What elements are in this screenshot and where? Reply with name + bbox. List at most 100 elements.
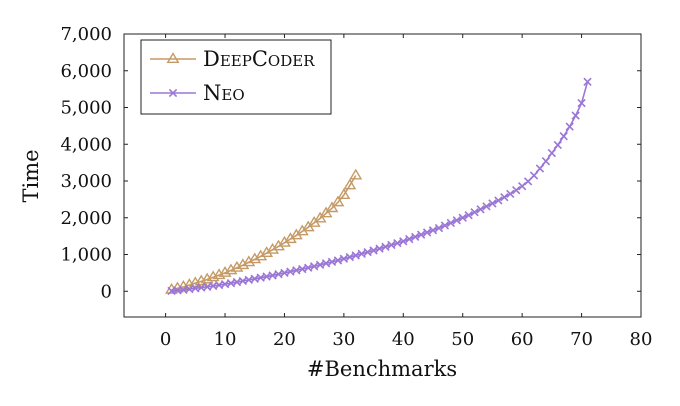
data-point-neo [434, 223, 444, 233]
y-tick-label: 1,000 [60, 245, 112, 266]
data-point-neo-stroke-b [167, 286, 176, 296]
legend-swatch-marker [166, 52, 180, 63]
data-point-neo-stroke-b [286, 267, 295, 276]
data-point-neo-stroke-b [268, 271, 277, 280]
data-point-neo-stroke-b [179, 285, 188, 294]
data-point-neo [292, 266, 301, 275]
data-point-neo-stroke-b [529, 171, 539, 180]
data-point-deepcoder [325, 201, 339, 213]
data-point-neo [428, 226, 438, 235]
data-point-neo [405, 234, 414, 244]
y-axis: 0 1,000 2,000 3,000 4,000 5,000 6,000 7,000 [60, 24, 641, 302]
data-point-neo [363, 247, 372, 257]
data-point-deepcoder [236, 258, 250, 270]
data-point-neo [375, 244, 384, 253]
x-tick-label: 10 [214, 329, 237, 350]
data-point-deepcoder [337, 188, 351, 199]
data-point-neo-stroke-b [327, 257, 337, 267]
data-point-neo-stroke-b [446, 218, 456, 228]
data-point-neo [304, 263, 313, 272]
data-point-neo-stroke-b [250, 274, 259, 283]
data-point-neo-stroke-b [309, 262, 319, 271]
data-point-neo-stroke-b [470, 208, 479, 217]
data-point-neo [541, 157, 551, 166]
data-point-neo-stroke-b [416, 230, 426, 239]
data-point-neo-stroke-b [488, 199, 497, 208]
data-point-neo-stroke-b [280, 268, 289, 278]
data-point-neo-stroke-b [345, 252, 354, 262]
data-point-neo-stroke-b [315, 260, 325, 269]
data-point-deepcoder [283, 232, 297, 244]
data-point-neo [577, 98, 586, 108]
data-point-neo-stroke-b [238, 276, 248, 286]
data-point-neo [535, 164, 545, 173]
data-point-neo [529, 171, 539, 180]
data-point-deepcoder [242, 255, 256, 267]
data-point-deepcoder [331, 195, 345, 207]
data-point-neo-stroke-b [321, 259, 331, 268]
data-point-neo [315, 260, 325, 269]
data-point-neo-stroke-b [185, 284, 194, 294]
data-point-neo-stroke-b [197, 283, 206, 292]
data-point-neo-stroke-b [547, 148, 557, 158]
legend-label-neo: NEO [203, 81, 245, 105]
data-point-neo-stroke-b [482, 202, 491, 211]
data-point-deepcoder [349, 168, 363, 180]
y-tick-label: 0 [101, 281, 112, 302]
legend-box [140, 39, 332, 115]
legend-label-part: EEP [220, 52, 252, 70]
series-deepcoder [165, 168, 363, 294]
data-point-neo [381, 242, 390, 251]
data-point-neo [274, 270, 283, 279]
data-point-neo [286, 267, 295, 276]
data-point-neo-stroke-b [357, 249, 366, 258]
data-point-neo [512, 186, 521, 195]
data-point-neo-stroke-b [339, 254, 349, 263]
data-point-neo-stroke-b [298, 264, 307, 274]
y-tick-label: 3,000 [60, 171, 112, 192]
x-tick-label: 80 [630, 329, 653, 350]
legend-entry-neo: NEO [150, 81, 245, 105]
x-axis: 0 10 20 30 40 50 60 70 80 [160, 34, 653, 350]
data-point-neo-stroke-b [333, 256, 343, 265]
data-point-neo-stroke-b [422, 228, 432, 237]
y-tick-label: 4,000 [60, 134, 112, 155]
data-point-neo-stroke-b [512, 186, 521, 195]
data-point-neo-stroke-b [500, 193, 509, 202]
data-point-neo-stroke-b [393, 238, 402, 248]
data-point-neo [488, 199, 497, 208]
data-point-neo-stroke-b [375, 244, 384, 253]
data-point-neo [559, 132, 568, 141]
data-point-neo-stroke-b [434, 223, 444, 233]
data-point-neo [339, 254, 349, 263]
data-point-neo [393, 238, 402, 248]
data-point-neo-stroke-b [363, 247, 372, 257]
data-point-neo [298, 264, 307, 274]
y-tick-label: 2,000 [60, 208, 112, 229]
data-point-deepcoder [343, 178, 357, 190]
x-tick-label: 40 [392, 329, 415, 350]
data-point-neo [583, 77, 592, 86]
data-point-neo-stroke-b [559, 132, 568, 141]
legend-label-part: EO [221, 86, 244, 104]
data-point-neo [482, 202, 491, 211]
data-point-neo [565, 122, 574, 131]
data-point-neo [387, 240, 396, 250]
data-point-deepcoder [254, 249, 268, 261]
data-point-neo [446, 218, 456, 228]
data-point-neo [547, 148, 557, 158]
data-point-neo-stroke-b [387, 240, 396, 250]
data-point-neo [333, 256, 343, 265]
data-point-neo [464, 211, 473, 220]
data-point-neo-stroke-b [517, 181, 527, 191]
x-tick-label: 60 [511, 329, 534, 350]
data-point-neo-stroke-b [369, 246, 378, 255]
data-point-neo-stroke-b [571, 111, 580, 120]
data-point-neo [327, 257, 337, 267]
data-point-neo-stroke-b [411, 232, 420, 242]
data-point-neo-stroke-b [405, 234, 414, 244]
data-point-neo-stroke-b [173, 286, 182, 295]
data-point-neo [416, 230, 426, 239]
series-layer [165, 77, 592, 296]
data-point-neo [309, 262, 319, 271]
